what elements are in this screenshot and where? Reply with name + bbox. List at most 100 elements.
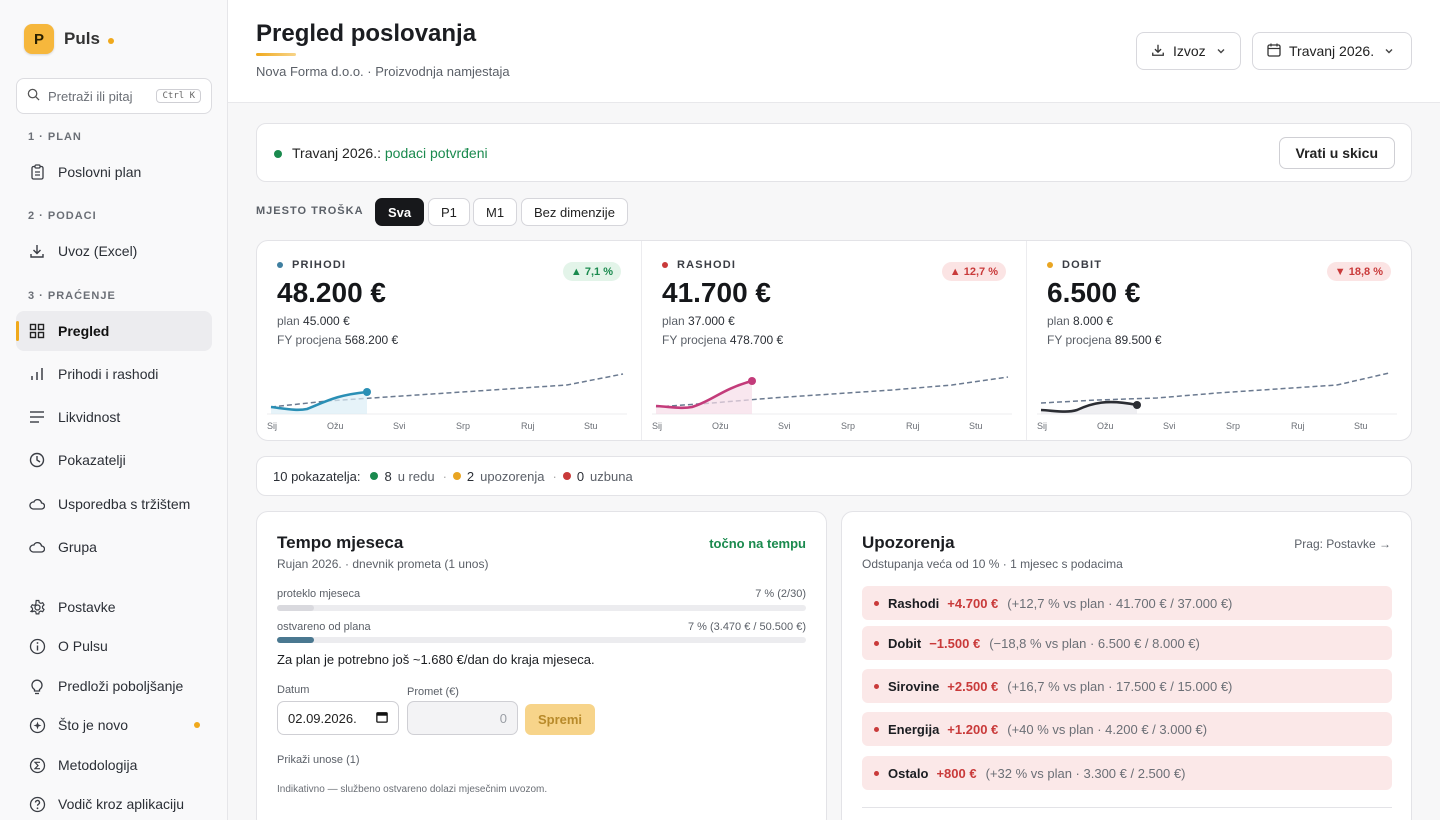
month-tick: Stu bbox=[1354, 421, 1368, 431]
alert-count: 0 bbox=[576, 468, 585, 484]
chip-m1[interactable]: M1 bbox=[473, 198, 518, 226]
ok-count: 8 bbox=[384, 468, 392, 484]
save-button[interactable]: Spremi bbox=[525, 704, 595, 735]
sidebar-item-o-pulsu[interactable]: O Pulsu bbox=[16, 626, 212, 666]
achieved-label: ostvareno od plana bbox=[277, 621, 371, 633]
chip-bez-dimenzije[interactable]: Bez dimenzije bbox=[521, 198, 628, 226]
kpi-dot bbox=[662, 262, 668, 268]
warning-row[interactable]: Sirovine +2.500 € (+16,7 % vs plan · 17.… bbox=[862, 669, 1392, 703]
sidebar-item-pregled[interactable]: Pregled bbox=[16, 311, 212, 351]
sidebar-item-predlozi[interactable]: Predloži poboljšanje bbox=[16, 666, 212, 706]
month-tick: Srp bbox=[1226, 421, 1241, 431]
elapsed-progress bbox=[277, 605, 806, 611]
ok-dot bbox=[370, 472, 379, 480]
kpi-plan-value: 45.000 € bbox=[303, 314, 350, 328]
sidebar-item-grupa[interactable]: Grupa bbox=[16, 527, 212, 567]
kpi-label-text: DOBIT bbox=[1062, 259, 1103, 271]
warning-name: Rashodi bbox=[888, 595, 940, 611]
period-select[interactable]: Travanj 2026. bbox=[1252, 32, 1412, 70]
warn-count: 2 bbox=[466, 468, 475, 484]
sidebar-item-poslovni-plan[interactable]: Poslovni plan bbox=[16, 152, 212, 192]
download-icon bbox=[28, 242, 46, 260]
sidebar-item-label: Usporedba s tržištem bbox=[58, 496, 191, 512]
revert-to-draft-button[interactable]: Vrati u skicu bbox=[1278, 137, 1395, 169]
sidebar-item-sto-je-novo[interactable]: Što je novo bbox=[16, 705, 212, 745]
warning-name: Sirovine bbox=[888, 678, 940, 694]
required-daily-text: Za plan je potrebno još ~1.680 €/dan do … bbox=[277, 652, 595, 667]
kpi-dot bbox=[1047, 262, 1053, 268]
warning-delta: +2.500 € bbox=[947, 678, 999, 694]
search-input[interactable]: Pretraži ili pitaj Ctrl K bbox=[16, 78, 212, 114]
sidebar-item-pokazatelji[interactable]: Pokazatelji bbox=[16, 440, 212, 480]
kpi-plan-label: plan bbox=[662, 314, 685, 328]
sidebar-item-label: Metodologija bbox=[58, 757, 138, 773]
kpi-label: PRIHODI bbox=[277, 259, 346, 271]
achieved-value: 7 % (3.470 € / 50.500 €) bbox=[687, 621, 806, 633]
sidebar-item-label: O Pulsu bbox=[58, 638, 108, 654]
kpi-fy-value: 478.700 € bbox=[729, 333, 784, 347]
bar-chart-icon bbox=[28, 365, 46, 383]
kpi-dobit[interactable]: DOBIT ▼ 18,8 % 6.500 € plan 8.000 € FY p… bbox=[1027, 241, 1411, 440]
sparkline-last-point bbox=[363, 388, 371, 396]
alert-label: uzbuna bbox=[590, 468, 633, 484]
warn-dot bbox=[452, 472, 461, 480]
sidebar-item-prihodi-rashodi[interactable]: Prihodi i rashodi bbox=[16, 354, 212, 394]
month-tick: Ožu bbox=[1097, 421, 1114, 431]
warning-row[interactable]: Dobit −1.500 € (−18,8 % vs plan · 6.500 … bbox=[862, 626, 1392, 660]
sidebar-item-label: Postavke bbox=[58, 599, 116, 615]
month-tick: Sij bbox=[1037, 421, 1048, 431]
amount-field[interactable]: 0 bbox=[407, 701, 518, 735]
warning-row[interactable]: Rashodi +4.700 € (+12,7 % vs plan · 41.7… bbox=[862, 586, 1392, 620]
kpi-label-text: RASHODI bbox=[677, 259, 737, 271]
cost-center-label: MJESTO TROŠKA bbox=[256, 205, 364, 217]
kpi-rashodi[interactable]: RASHODI ▲ 12,7 % 41.700 € plan 37.000 € … bbox=[642, 241, 1027, 440]
achieved-progress bbox=[277, 637, 806, 643]
sidebar-item-label: Likvidnost bbox=[58, 409, 121, 425]
sidebar-item-label: Što je novo bbox=[58, 717, 129, 733]
show-entries-link[interactable]: Prikaži unose (1) bbox=[277, 754, 360, 766]
sparkline-area bbox=[1041, 402, 1137, 414]
ok-label: u redu bbox=[397, 468, 435, 484]
page-title: Pregled poslovanja bbox=[256, 20, 477, 47]
calendar-icon bbox=[1267, 43, 1281, 60]
chip-sva[interactable]: Sva bbox=[375, 198, 425, 226]
sparkle-icon bbox=[28, 716, 46, 734]
month-tick: Stu bbox=[969, 421, 983, 431]
kpi-plan: plan 37.000 € bbox=[662, 314, 735, 328]
warning-delta: +4.700 € bbox=[947, 595, 999, 611]
section-plan: 1 · PLAN bbox=[28, 131, 82, 143]
page-subtitle: Nova Forma d.o.o. · Proizvodnja namjesta… bbox=[256, 64, 510, 79]
sparkline-plan-line bbox=[1040, 372, 1390, 404]
warning-name: Energija bbox=[888, 721, 940, 737]
threshold-link[interactable]: Prag: Postavke → bbox=[1294, 537, 1391, 551]
warning-detail: (−18,8 % vs plan · 6.500 € / 8.000 €) bbox=[989, 635, 1200, 651]
kpi-fy-value: 89.500 € bbox=[1114, 333, 1162, 347]
indicators-summary[interactable]: 10 pokazatelja: 8 u redu · 2 upozorenja … bbox=[256, 456, 1412, 496]
sidebar-item-metodologija[interactable]: Metodologija bbox=[16, 745, 212, 785]
kpi-fy-label: FY procjena bbox=[662, 333, 727, 347]
tempo-subtitle: Rujan 2026. · dnevnik prometa (1 unos) bbox=[277, 557, 489, 571]
gear-icon bbox=[28, 598, 46, 616]
sidebar-item-vodic[interactable]: Vodič kroz aplikaciju bbox=[16, 784, 212, 820]
warning-detail: (+16,7 % vs plan · 17.500 € / 15.000 €) bbox=[1007, 678, 1233, 694]
brand[interactable]: P Puls bbox=[24, 24, 114, 54]
sidebar-item-likvidnost[interactable]: Likvidnost bbox=[16, 397, 212, 437]
sidebar-item-usporedba[interactable]: Usporedba s tržištem bbox=[16, 484, 212, 524]
kpi-plan-label: plan bbox=[277, 314, 300, 328]
kpi-value: 41.700 € bbox=[662, 277, 771, 308]
sidebar-item-uvoz[interactable]: Uvoz (Excel) bbox=[16, 231, 212, 271]
warning-row[interactable]: Ostalo +800 € (+32 % vs plan · 3.300 € /… bbox=[862, 756, 1392, 790]
month-tick: Sij bbox=[267, 421, 278, 431]
search-placeholder: Pretraži ili pitaj bbox=[48, 88, 133, 104]
sparkline-area bbox=[271, 392, 367, 414]
date-field[interactable]: 02.09.2026. bbox=[277, 701, 399, 735]
tempo-title: Tempo mjeseca bbox=[277, 533, 404, 552]
warning-row[interactable]: Energija +1.200 € (+40 % vs plan · 4.200… bbox=[862, 712, 1392, 746]
chip-p1[interactable]: P1 bbox=[428, 198, 470, 226]
sidebar-item-postavke[interactable]: Postavke bbox=[16, 587, 212, 627]
export-button[interactable]: Izvoz bbox=[1136, 32, 1241, 70]
status-state: podaci potvrđeni bbox=[384, 145, 488, 161]
kpi-prihodi[interactable]: PRIHODI ▲ 7,1 % 48.200 € plan 45.000 € F… bbox=[257, 241, 642, 440]
period-status-bar: Travanj 2026.: podaci potvrđeni Vrati u … bbox=[256, 123, 1412, 182]
calendar-icon bbox=[376, 711, 388, 726]
